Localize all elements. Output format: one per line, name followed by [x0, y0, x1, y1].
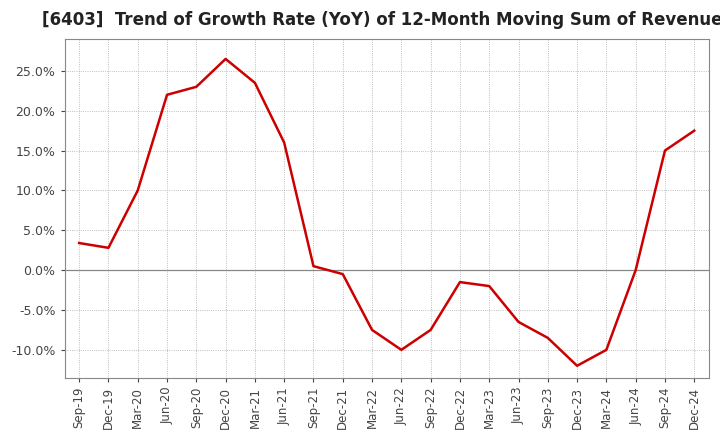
Title: [6403]  Trend of Growth Rate (YoY) of 12-Month Moving Sum of Revenues: [6403] Trend of Growth Rate (YoY) of 12-…	[42, 11, 720, 29]
